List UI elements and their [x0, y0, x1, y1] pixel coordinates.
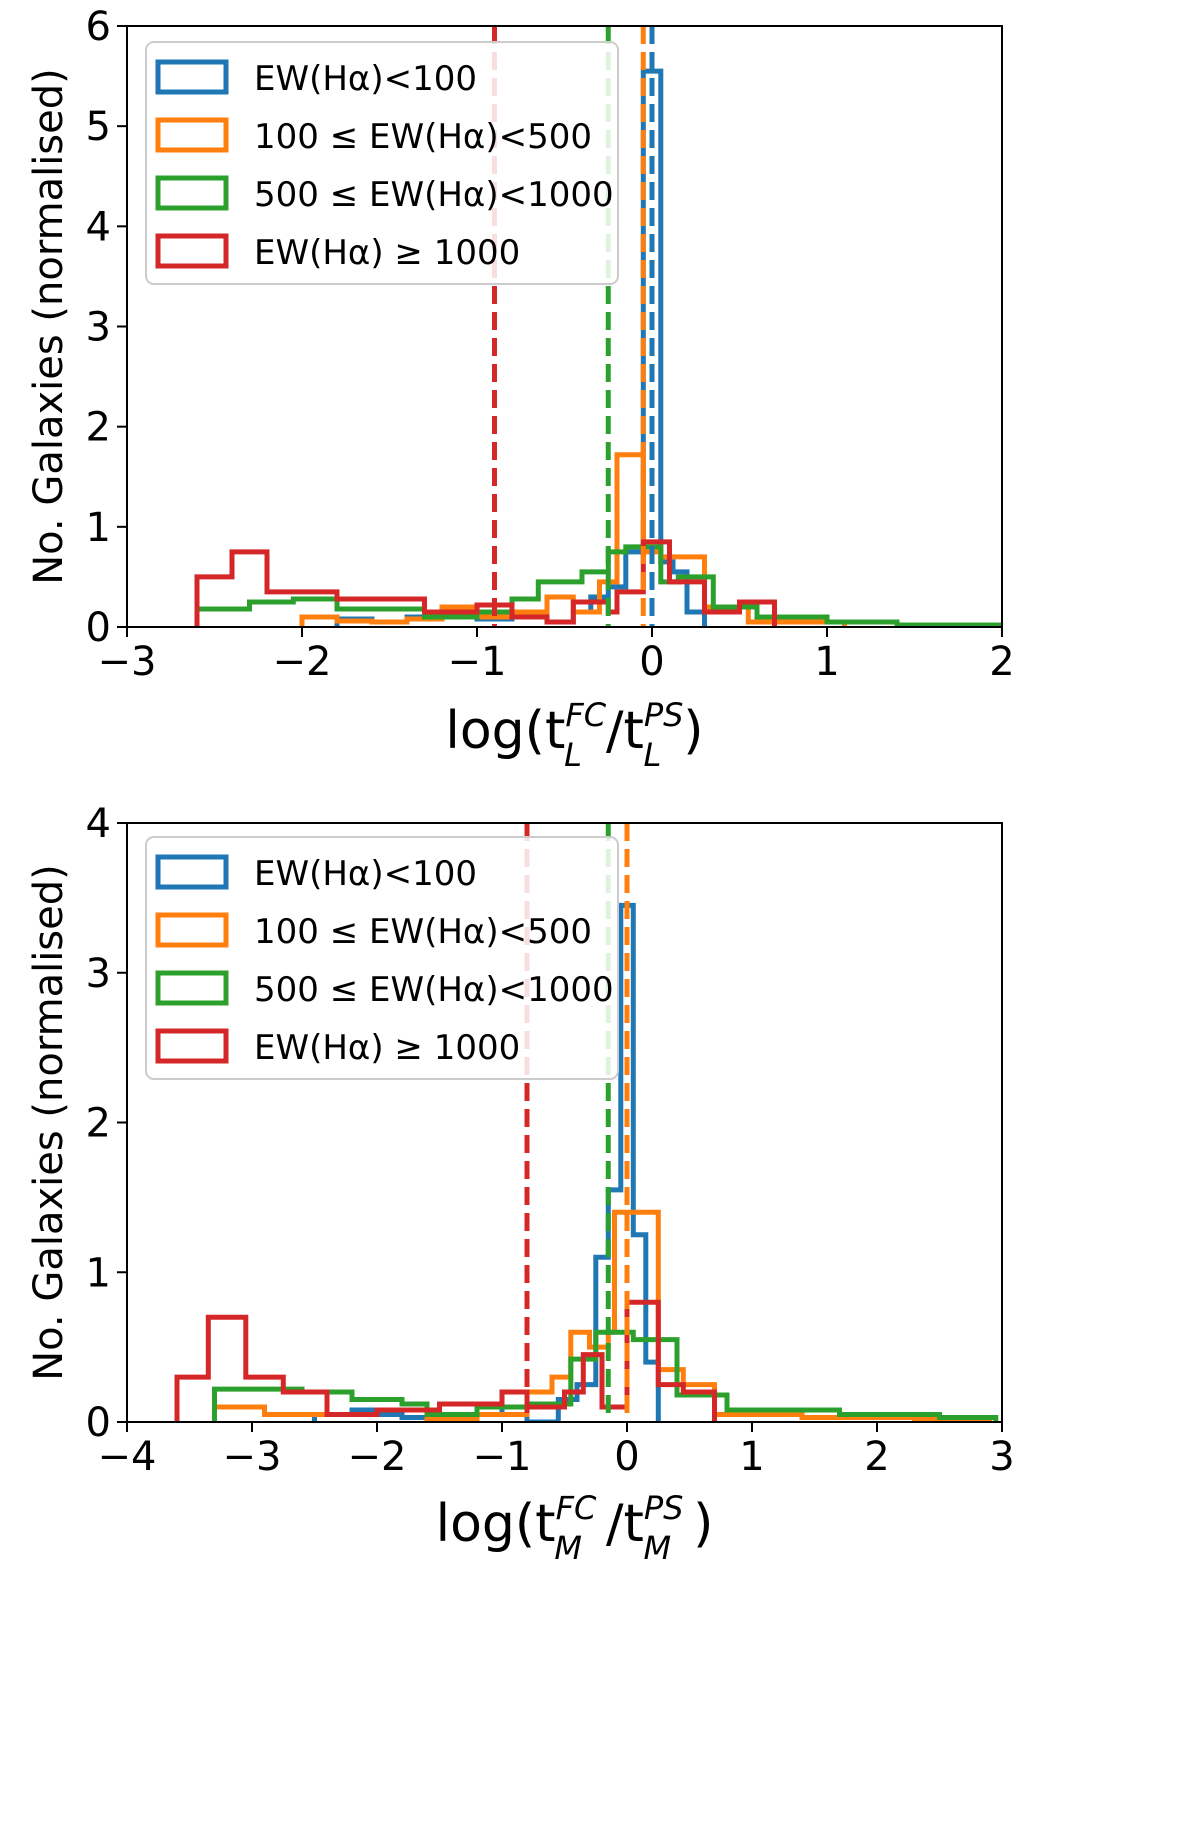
y-tick-label: 2 — [86, 405, 111, 451]
y-axis-label: No. Galaxies (normalised) — [26, 864, 72, 1381]
y-tick-label: 3 — [86, 951, 111, 997]
legend-label: EW(Hα)<100 — [254, 854, 477, 894]
legend-box — [145, 836, 619, 1080]
legend-label: 100 ≤ EW(Hα)<500 — [254, 117, 592, 157]
y-tick-label: 6 — [86, 4, 111, 50]
x-tick-label: −2 — [348, 1434, 407, 1480]
y-axis-label: No. Galaxies (normalised) — [26, 68, 72, 585]
histogram-series-3 — [194, 539, 777, 627]
x-tick-label: −3 — [223, 1434, 282, 1480]
legend-label: EW(Hα) ≥ 1000 — [254, 233, 520, 273]
legend-box — [145, 41, 619, 285]
legend: EW(Hα)<100 100 ≤ EW(Hα)<500 500 ≤ EW(Hα)<1… — [145, 836, 619, 1080]
x-tick-label: −1 — [473, 1434, 532, 1480]
x-tick-label: 1 — [814, 639, 839, 685]
legend-label: 500 ≤ EW(Hα)<1000 — [254, 970, 614, 1010]
legend-swatch-green — [155, 970, 229, 1006]
legend-label: 500 ≤ EW(Hα)<1000 — [254, 175, 614, 215]
histogram-series-2 — [212, 1329, 999, 1422]
y-tick-label: 0 — [86, 1400, 111, 1446]
histogram-series-1 — [299, 452, 847, 627]
legend-swatch-green — [155, 175, 229, 211]
y-tick-label: 1 — [86, 1250, 111, 1296]
panel-bottom: −4 −3 −2 −1 0 1 2 3 0 1 2 3 4 No. Galaxies (normalise… — [26, 801, 1015, 1567]
y-tick-label: 1 — [86, 505, 111, 551]
x-tick-label: −2 — [273, 639, 332, 685]
y-tick-label: 0 — [86, 605, 111, 651]
y-tick-label: 5 — [86, 104, 111, 150]
x-tick-label: −3 — [98, 639, 157, 685]
x-tick-label: 3 — [989, 1434, 1014, 1480]
y-tick-label: 3 — [86, 305, 111, 351]
y-tick-label: 4 — [86, 204, 111, 250]
x-tick-label: −4 — [98, 1434, 157, 1480]
legend-swatch-red — [155, 1028, 229, 1064]
histogram-series-3 — [174, 1299, 717, 1422]
x-tick-label: 2 — [864, 1434, 889, 1480]
legend-label: 100 ≤ EW(Hα)<500 — [254, 912, 592, 952]
x-tick-label: 0 — [614, 1434, 639, 1480]
panel-top: −3 −2 −1 0 1 2 0 1 2 3 4 5 6 No. Galaxies (normalised… — [26, 4, 1015, 774]
legend-swatch-red — [155, 233, 229, 269]
x-axis-label: log(tFC L/tPS L) — [445, 696, 703, 774]
x-tick-label: 1 — [739, 1434, 764, 1480]
plot-area — [174, 823, 999, 1422]
x-tick-label: 2 — [989, 639, 1014, 685]
plot-area — [194, 26, 1002, 627]
legend-swatch-orange — [155, 912, 229, 948]
legend-swatch-orange — [155, 117, 229, 153]
y-tick-label: 2 — [86, 1101, 111, 1147]
legend-swatch-blue — [155, 854, 229, 890]
histogram-series-0 — [312, 902, 661, 1422]
x-tick-label: −1 — [448, 639, 507, 685]
legend-swatch-blue — [155, 59, 229, 95]
x-axis-label: log(tFC M/tPS M) — [436, 1489, 714, 1567]
legend: EW(Hα)<100 100 ≤ EW(Hα)<500 500 ≤ EW(Hα)<1… — [145, 41, 619, 285]
legend-label: EW(Hα)<100 — [254, 59, 477, 99]
legend-label: EW(Hα) ≥ 1000 — [254, 1028, 520, 1068]
x-tick-label: 0 — [639, 639, 664, 685]
y-tick-label: 4 — [86, 801, 111, 847]
